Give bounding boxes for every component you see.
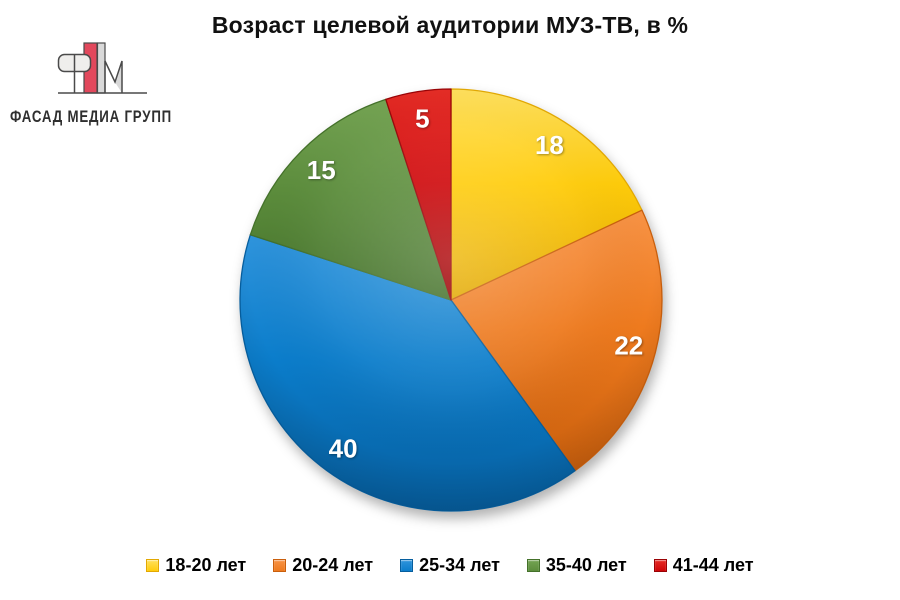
legend-swatch-yellow bbox=[146, 559, 160, 572]
chart-legend: 18-20 лет 20-24 лет 25-34 лет 35-40 лет 41-4… bbox=[0, 555, 900, 576]
legend-swatch-blue bbox=[400, 559, 414, 572]
legend-swatch-orange bbox=[273, 559, 287, 572]
legend-item-3: 35-40 лет bbox=[526, 555, 627, 576]
company-logo: ФАСАД МЕДИА ГРУПП bbox=[8, 28, 188, 128]
logo-mark: ФАСАД МЕДИА ГРУПП bbox=[10, 42, 172, 126]
legend-label-0: 18-20 лет bbox=[165, 555, 247, 575]
pie-data-label-0: 18 bbox=[535, 130, 564, 160]
legend-label-4: 41-44 лет bbox=[672, 555, 754, 575]
logo-m-fill bbox=[115, 64, 122, 93]
pie-data-label-3: 15 bbox=[307, 155, 336, 185]
pie-data-label-1: 22 bbox=[614, 331, 643, 361]
legend-item-2: 25-34 лет bbox=[400, 555, 500, 576]
legend-swatch-red bbox=[653, 559, 667, 572]
legend-label-2: 25-34 лет bbox=[419, 555, 500, 575]
logo-m-glyph bbox=[104, 60, 123, 93]
legend-swatch-green bbox=[526, 559, 540, 572]
legend-item-0: 18-20 лет bbox=[146, 555, 246, 576]
pie-data-label-4: 5 bbox=[415, 104, 429, 134]
pie-data-label-2: 40 bbox=[329, 434, 358, 464]
legend-label-1: 20-24 лет bbox=[292, 555, 374, 575]
legend-label-3: 35-40 лет bbox=[545, 555, 627, 575]
logo-text: ФАСАД МЕДИА ГРУПП bbox=[10, 107, 172, 126]
pie-slices bbox=[239, 88, 663, 512]
legend-item-1: 20-24 лет bbox=[273, 555, 373, 576]
chart-title: Возраст целевой аудитории МУЗ-ТВ, в % bbox=[211, 12, 689, 38]
legend-item-4: 41-44 лет bbox=[653, 555, 754, 576]
